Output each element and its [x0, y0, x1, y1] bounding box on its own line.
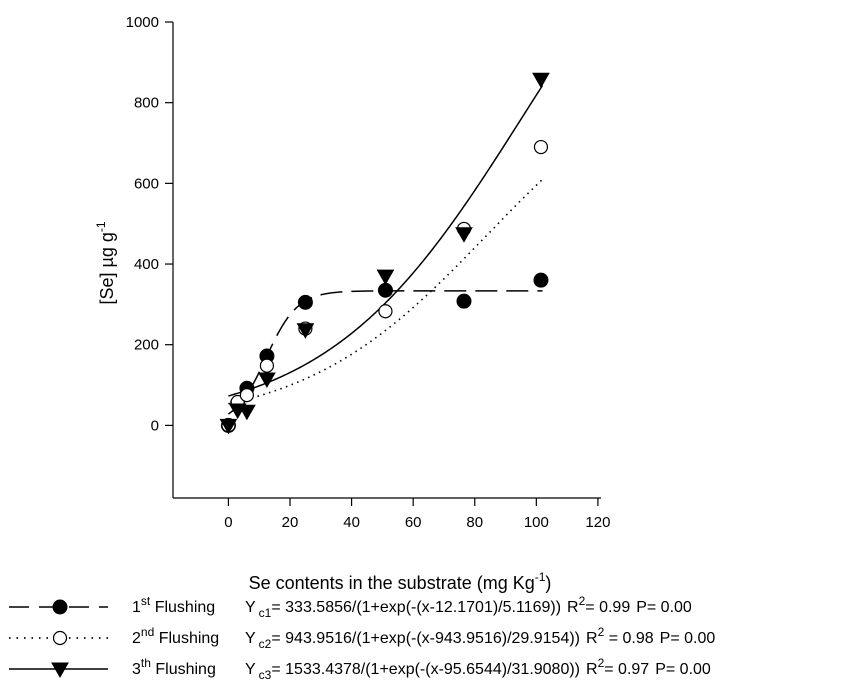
data-point-series-2: [239, 388, 254, 403]
fit-curve-series-3: [228, 85, 544, 397]
legend-label-sup: st: [141, 594, 151, 608]
legend-marker: [52, 599, 68, 615]
data-point-series-3: [238, 404, 256, 421]
legend-label-rest: Flushing: [154, 630, 219, 647]
equation-r2-sup: 2: [598, 656, 605, 670]
y-tick-label: 200: [134, 337, 159, 354]
x-tick-label: 100: [524, 514, 549, 531]
fit-curve-series-2: [228, 178, 544, 405]
data-point-series-2: [259, 358, 275, 373]
x-axis-title-main: Se contents in the substrate (mg Kg: [249, 573, 535, 593]
legend-label-sup: th: [141, 656, 151, 670]
equation-sub: c3: [259, 668, 272, 682]
data-point-series-1: [377, 282, 393, 298]
data-point-series-3: [455, 227, 473, 243]
chart-axes: 0 200 400 600 800 1000 0 20 40 60 80 100 120: [126, 14, 611, 531]
legend-label-num: 2: [132, 630, 141, 647]
equation-expr: = 333.5856/(1+exp(-(x-12.1701)/5.1169)): [271, 599, 561, 616]
data-point-series-3: [219, 418, 238, 435]
x-axis-title: Se contents in the substrate (mg Kg-1): [249, 570, 552, 593]
data-point-series-1: [456, 293, 472, 309]
legend-label: 2nd Flushing: [132, 625, 219, 647]
data-point-series-1: [297, 294, 313, 310]
equation-r2-label: R: [567, 599, 579, 616]
legend-label: 1st Flushing: [132, 594, 215, 616]
y-axis-title-main: [Se] µg g: [97, 232, 117, 304]
equation-r2-value: = 0.98: [604, 630, 653, 647]
data-point-series-1: [533, 272, 549, 288]
data-point-series-3: [258, 372, 276, 389]
x-tick-label: 60: [405, 514, 422, 531]
equation-p-value: P= 0.00: [655, 661, 711, 678]
x-tick-label: 80: [466, 514, 483, 531]
legend-label-rest: Flushing: [150, 599, 215, 616]
equation-r2-sup: 2: [579, 594, 586, 608]
data-point-series-3: [532, 72, 550, 89]
equation-p-value: P= 0.00: [636, 599, 692, 616]
legend-label-rest: Flushing: [151, 661, 216, 678]
y-tick-label: 1000: [126, 14, 159, 31]
equation-p-value: P= 0.00: [660, 630, 716, 647]
equation-lead: Y: [245, 630, 256, 647]
y-tick-label: 400: [134, 256, 159, 273]
y-tick-label: 0: [151, 417, 159, 434]
x-axis-title-tail: ): [545, 573, 551, 593]
x-axis-title-sup: -1: [535, 570, 546, 584]
x-tick-label: 120: [585, 514, 610, 531]
y-axis-title: [Se] µg g-1: [94, 221, 117, 304]
y-tick-label: 600: [134, 175, 159, 192]
data-point-series-2: [533, 139, 549, 155]
equation-expr: = 1533.4378/(1+exp(-(x-95.6544)/31.9080)…: [271, 661, 580, 678]
equation-r2-label: R: [586, 661, 598, 678]
data-point-series-3: [376, 269, 395, 286]
data-points: [219, 72, 550, 435]
x-tick-label: 0: [224, 514, 232, 531]
legend-label: 3th Flushing: [132, 656, 216, 678]
data-point-series-2: [378, 304, 393, 319]
equation-lead: Y: [245, 599, 256, 616]
equation-sub: c1: [259, 606, 272, 620]
equation-expr: = 943.9516/(1+exp(-(x-943.9516)/29.9154)…: [271, 630, 580, 647]
data-point-series-3: [296, 323, 315, 339]
fit-curves: [227, 85, 544, 415]
legend-label-sup: nd: [141, 625, 154, 639]
y-tick-label: 800: [134, 95, 159, 112]
equation-r2-value: = 0.97: [604, 661, 649, 678]
legend-marker: [52, 630, 68, 646]
equation-r2-value: = 0.99: [585, 599, 630, 616]
equation-lead: Y: [245, 661, 256, 678]
equation-r2-label: R: [586, 630, 598, 647]
legend-label-num: 3: [132, 661, 141, 678]
x-tick-label: 40: [343, 514, 360, 531]
x-tick-label: 20: [282, 514, 299, 531]
legend-label-num: 1: [132, 599, 141, 616]
equation-sub: c2: [259, 637, 272, 651]
y-axis-title-sup: -1: [94, 221, 108, 232]
equation-r2-sup: 2: [598, 625, 605, 639]
legend-marker: [51, 662, 69, 679]
